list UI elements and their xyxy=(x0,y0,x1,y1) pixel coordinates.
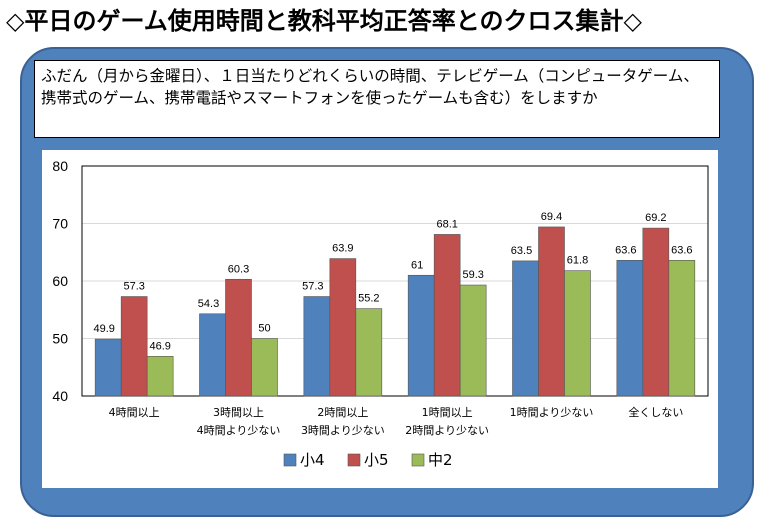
data-label: 68.1 xyxy=(436,218,457,230)
data-label: 63.6 xyxy=(671,244,692,256)
bar xyxy=(642,227,670,397)
bar xyxy=(146,356,174,397)
data-label: 63.6 xyxy=(615,244,636,256)
legend-swatch xyxy=(347,453,361,467)
x-tick-label: 4時間より少ない xyxy=(197,424,281,437)
bar xyxy=(199,313,226,397)
bar xyxy=(355,308,383,397)
x-tick-label: 4時間以上 xyxy=(109,406,160,419)
data-label: 50 xyxy=(258,323,270,335)
data-label: 60.3 xyxy=(228,263,249,275)
data-label: 57.3 xyxy=(123,281,144,293)
bar xyxy=(616,260,644,397)
bar xyxy=(564,270,591,397)
data-label: 61 xyxy=(411,259,423,271)
bar xyxy=(303,296,331,397)
data-label: 46.9 xyxy=(149,340,170,352)
x-tick-label: 1時間以上 xyxy=(422,406,473,419)
y-tick-label: 40 xyxy=(52,388,68,404)
legend-label: 小5 xyxy=(364,451,389,469)
data-label: 61.8 xyxy=(567,255,588,267)
data-label: 49.9 xyxy=(93,323,114,335)
legend-label: 小4 xyxy=(300,451,325,469)
y-tick-label: 50 xyxy=(52,331,68,347)
page-title: ◇平日のゲーム使用時間と教科平均正答率とのクロス集計◇ xyxy=(6,7,642,35)
y-tick-label: 70 xyxy=(52,216,68,232)
x-tick-label: 3時間より少ない xyxy=(301,424,385,437)
legend-swatch xyxy=(411,453,425,467)
chart-area: 40 50 60 70 80 49.9 57.3 46.9 4時間以上 54.3 60.3 50 3時間… xyxy=(42,150,718,488)
bar xyxy=(94,338,122,397)
data-label: 63.9 xyxy=(332,243,353,255)
x-tick-label: 1時間より少ない xyxy=(510,406,594,419)
bar xyxy=(329,258,357,397)
survey-question: ふだん（月から金曜日）、１日当たりどれくらいの時間、テレビゲーム（コンピュータゲ… xyxy=(34,60,720,138)
bar xyxy=(668,260,696,397)
data-label: 59.3 xyxy=(462,269,483,281)
x-tick-label: 2時間より少ない xyxy=(405,424,489,437)
legend-swatch xyxy=(283,453,297,467)
bar xyxy=(407,274,435,397)
x-tick-label: 2時間以上 xyxy=(317,406,368,419)
data-label: 63.5 xyxy=(511,245,532,257)
y-tick-label: 80 xyxy=(52,158,68,174)
bar xyxy=(459,284,487,397)
bar xyxy=(512,260,539,397)
x-tick-label: 全くしない xyxy=(628,405,683,419)
data-label: 69.2 xyxy=(645,212,666,224)
plot-frame xyxy=(81,165,709,397)
bar xyxy=(433,234,461,397)
data-label: 69.4 xyxy=(541,211,562,223)
data-label: 57.3 xyxy=(302,281,323,293)
data-label: 54.3 xyxy=(198,298,219,310)
bar-chart: 40 50 60 70 80 49.9 57.3 46.9 4時間以上 54.3 60.3 50 3時間… xyxy=(52,158,709,469)
bar xyxy=(225,278,252,397)
x-tick-label: 3時間以上 xyxy=(213,406,264,419)
legend-label: 中2 xyxy=(428,451,453,469)
bar xyxy=(538,226,565,397)
y-tick-label: 60 xyxy=(52,273,68,289)
bar xyxy=(120,296,148,397)
bar xyxy=(251,338,278,397)
data-label: 55.2 xyxy=(358,293,379,305)
